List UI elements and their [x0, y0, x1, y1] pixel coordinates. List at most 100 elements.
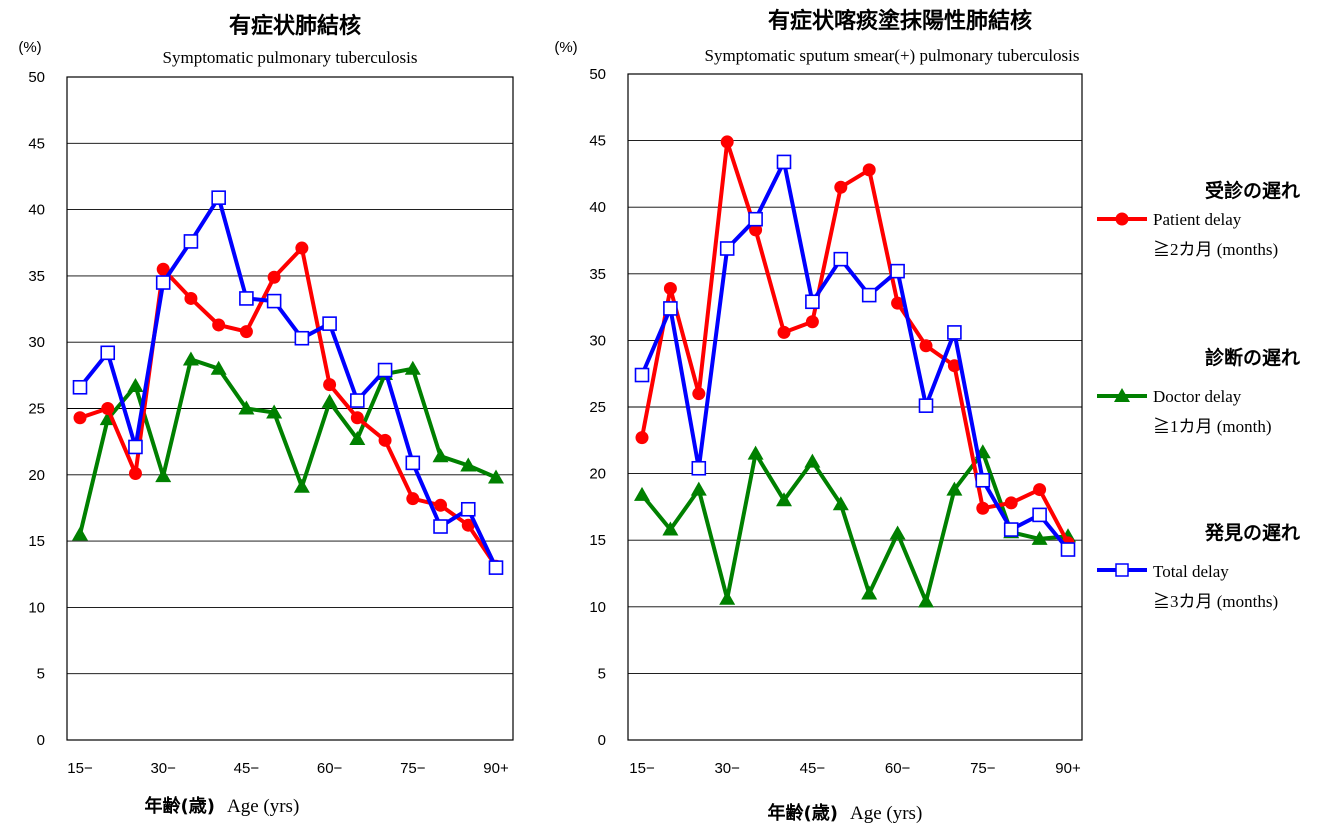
legend-doctor-marker-icon	[1114, 388, 1130, 402]
point-total	[460, 501, 476, 517]
series-line-doctor	[640, 450, 1069, 604]
y-tick-label: 45	[589, 133, 606, 150]
point-patient	[720, 135, 734, 149]
x-tick-label: 75−	[970, 760, 996, 777]
point-patient	[406, 492, 420, 506]
legend-doctor-jp: 診断の遅れ	[1205, 346, 1300, 369]
y-tick-label: 25	[589, 399, 606, 416]
chart-right-xlabel-en: Age (yrs)	[850, 803, 922, 824]
point-total	[1003, 522, 1019, 537]
point-total	[748, 211, 763, 227]
point-total	[239, 291, 254, 306]
point-patient	[919, 339, 933, 353]
series-line-total	[78, 195, 498, 569]
y-tick-label: 35	[589, 266, 606, 283]
legend-patient-en: Patient delay	[1153, 210, 1242, 229]
chart-left-xlabel-jp: 年齢(歳)	[145, 795, 215, 817]
point-doctor	[918, 593, 934, 608]
chart-left-gridlines	[67, 142, 513, 675]
point-total	[183, 234, 199, 249]
point-total	[1060, 542, 1076, 557]
point-total	[719, 241, 735, 256]
point-total	[322, 316, 337, 331]
point-total	[433, 519, 448, 534]
point-patient	[1004, 496, 1018, 510]
y-tick-label: 25	[28, 401, 45, 418]
legend-total-en: Total delay	[1153, 562, 1229, 581]
point-patient	[834, 180, 848, 194]
point-patient	[947, 359, 961, 373]
point-patient	[862, 163, 876, 177]
point-patient	[635, 431, 649, 445]
chart-right-xlabel-jp: 年齢(歳)	[768, 802, 838, 824]
chart-left-subtitle: Symptomatic pulmonary tuberculosis	[163, 48, 418, 67]
chart-left-title: 有症状肺結核	[229, 13, 361, 39]
chart-right-title: 有症状喀痰塗抹陽性肺結核	[768, 8, 1032, 34]
chart-left: 有症状肺結核 Symptomatic pulmonary tuberculosi…	[18, 13, 514, 817]
y-tick-label: 0	[598, 732, 606, 749]
point-doctor	[719, 590, 736, 605]
point-total	[405, 455, 421, 471]
point-doctor	[72, 526, 88, 541]
legend-total-jp: 発見の遅れ	[1204, 521, 1300, 544]
legend-item-patient: 受診の遅れ Patient delay ≧2カ月 (months)	[1097, 179, 1300, 259]
point-doctor	[776, 492, 792, 507]
point-total	[861, 287, 877, 303]
point-total	[350, 393, 365, 408]
point-total	[100, 345, 116, 361]
point-doctor	[861, 585, 878, 600]
point-doctor	[1031, 530, 1048, 545]
point-patient	[239, 325, 253, 339]
x-tick-label: 90+	[1055, 760, 1081, 777]
point-doctor	[266, 404, 283, 419]
point-patient	[212, 318, 226, 332]
point-patient	[295, 241, 309, 255]
point-patient	[434, 498, 448, 512]
chart-right-subtitle: Symptomatic sputum smear(+) pulmonary tu…	[704, 46, 1079, 65]
point-total	[691, 460, 707, 476]
y-tick-label: 30	[28, 334, 45, 351]
legend-total-marker-icon	[1115, 563, 1129, 577]
point-total	[918, 398, 934, 413]
y-tick-label: 40	[589, 199, 606, 216]
series-line-patient	[640, 139, 1070, 544]
point-doctor	[293, 478, 310, 493]
point-patient	[976, 501, 990, 515]
point-doctor	[747, 445, 764, 460]
series-line-total	[640, 159, 1070, 551]
legend-total-threshold: ≧3カ月 (months)	[1153, 592, 1278, 611]
point-doctor	[321, 393, 338, 408]
chart-left-plot-frame	[66, 76, 514, 741]
legend-item-total: 発見の遅れ Total delay ≧3カ月 (months)	[1097, 521, 1300, 611]
point-patient	[73, 411, 87, 425]
point-patient	[461, 518, 475, 532]
point-total	[211, 190, 226, 205]
x-tick-label: 75−	[400, 760, 426, 777]
y-tick-label: 30	[589, 332, 606, 349]
series-line-doctor	[78, 357, 497, 535]
chart-left-y-unit: (%)	[18, 39, 41, 56]
point-patient	[267, 270, 281, 284]
y-tick-label: 40	[28, 202, 45, 219]
point-total	[663, 301, 678, 316]
point-doctor	[889, 525, 906, 540]
y-tick-label: 5	[37, 666, 45, 683]
point-doctor	[690, 481, 707, 496]
x-tick-label: 45−	[800, 760, 826, 777]
chart-right-gridlines	[628, 140, 1082, 674]
point-total	[294, 330, 310, 346]
y-tick-label: 50	[28, 69, 45, 86]
point-total	[890, 263, 905, 279]
y-tick-label: 5	[598, 665, 606, 682]
x-tick-label: 15−	[629, 760, 655, 777]
x-tick-label: 15−	[67, 760, 93, 777]
point-doctor	[634, 486, 650, 501]
x-tick-label: 60−	[317, 760, 343, 777]
y-tick-label: 15	[589, 532, 606, 549]
point-patient	[101, 402, 115, 415]
point-total	[833, 251, 849, 267]
point-patient	[777, 325, 791, 339]
legend-patient-threshold: ≧2カ月 (months)	[1153, 240, 1278, 259]
point-patient	[749, 223, 763, 237]
point-doctor	[832, 496, 849, 511]
